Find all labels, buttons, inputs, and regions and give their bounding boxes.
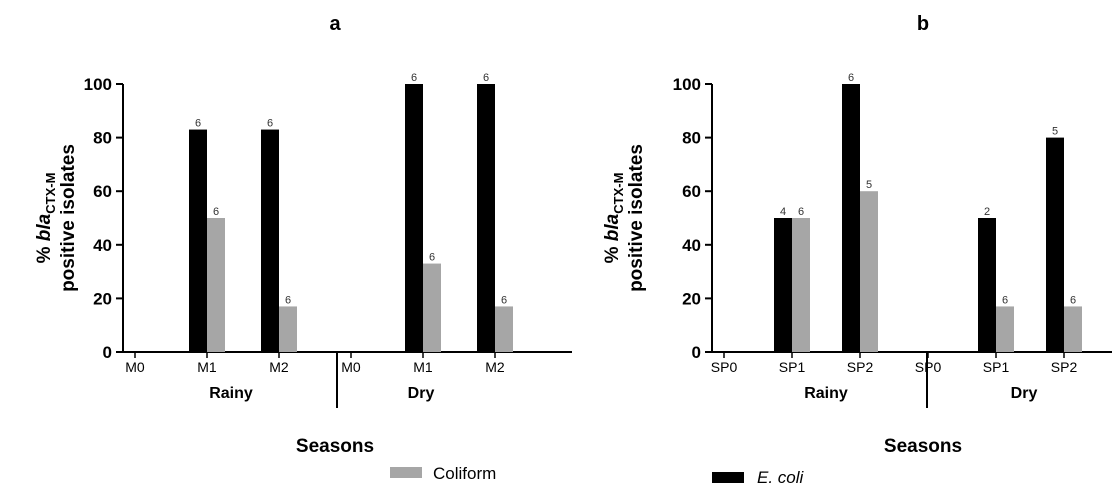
data-label: 6: [848, 72, 854, 84]
data-label: 4: [780, 206, 786, 218]
y-tick-label: 100: [673, 75, 701, 94]
data-label: 6: [1002, 294, 1008, 306]
y-tick-label: 80: [682, 129, 701, 148]
data-label: 6: [798, 206, 804, 218]
bar-coliform: [792, 218, 810, 352]
x-tick-label: SP1: [983, 359, 1010, 375]
y-axis-label-subscript: CTX-M: [611, 173, 626, 214]
bar-ecoli: [978, 218, 996, 352]
bar-ecoli: [477, 84, 495, 352]
data-label: 6: [501, 294, 507, 306]
y-tick-label: 60: [93, 182, 112, 201]
group-label: Dry: [408, 385, 435, 402]
y-axis-label-subscript: CTX-M: [43, 173, 58, 214]
bar-coliform: [279, 306, 297, 352]
x-tick-label: SP2: [847, 359, 874, 375]
chart-panel-b: b % blaCTX-M positive isolates Seasons 0…: [602, 13, 1112, 457]
x-tick-label: M2: [269, 359, 289, 375]
chart-title: b: [917, 13, 929, 35]
legend-swatch-coliform: [390, 467, 422, 478]
bar-ecoli: [1046, 137, 1064, 352]
x-tick-label: M2: [485, 359, 505, 375]
group-label: Dry: [1011, 385, 1038, 402]
y-axis-label-line2: positive isolates: [626, 144, 647, 292]
x-axis-label: Seasons: [296, 436, 374, 457]
y-tick-label: 20: [93, 289, 112, 308]
x-tick-label: SP2: [1051, 359, 1078, 375]
x-axis-label: Seasons: [884, 436, 962, 457]
y-tick-label: 40: [682, 236, 701, 255]
y-axis-label-italic: bla: [34, 213, 55, 241]
y-tick-label: 40: [93, 236, 112, 255]
y-axis-label: % blaCTX-M positive isolates: [602, 144, 647, 292]
data-label: 6: [213, 206, 219, 218]
data-label: 6: [411, 72, 417, 84]
bar-coliform: [996, 306, 1014, 352]
legend-item-coliform: Coliform: [390, 464, 496, 483]
legend-item-ecoli: E. coli: [712, 468, 805, 485]
x-tick-label: M1: [413, 359, 433, 375]
legend-label-coliform: Coliform: [433, 464, 496, 483]
legend: Coliform E. coli: [390, 464, 805, 485]
group-label: Rainy: [804, 385, 848, 402]
bar-ecoli: [189, 129, 207, 352]
svg-text:% blaCTX-M: % blaCTX-M: [602, 173, 626, 264]
data-label: 6: [195, 118, 201, 130]
y-tick-label: 80: [93, 129, 112, 148]
data-label: 6: [267, 118, 273, 130]
group-label: Rainy: [209, 385, 253, 402]
x-tick-label: SP0: [915, 359, 942, 375]
x-tick-label: M0: [125, 359, 145, 375]
y-tick-label: 0: [103, 343, 112, 362]
bar-ecoli: [261, 129, 279, 352]
y-axis-label-prefix: %: [34, 241, 55, 263]
chart-title: a: [329, 13, 341, 35]
bar-coliform: [1064, 306, 1082, 352]
y-tick-label: 60: [682, 182, 701, 201]
chart-panel-a: a % blaCTX-M positive isolates Seasons 0…: [34, 13, 572, 457]
y-axis-label-line2: positive isolates: [58, 144, 79, 292]
data-label: 5: [866, 179, 872, 191]
data-label: 2: [984, 206, 990, 218]
x-tick-label: SP0: [711, 359, 738, 375]
y-tick-label: 20: [682, 289, 701, 308]
data-label: 6: [1070, 294, 1076, 306]
bar-ecoli: [405, 84, 423, 352]
bar-coliform: [860, 191, 878, 352]
data-label: 6: [429, 252, 435, 264]
data-label: 5: [1052, 126, 1058, 138]
y-tick-label: 100: [84, 75, 112, 94]
svg-text:% blaCTX-M: % blaCTX-M: [34, 173, 58, 264]
legend-swatch-ecoli: [712, 472, 744, 483]
x-tick-label: M1: [197, 359, 217, 375]
bar-ecoli: [842, 84, 860, 352]
bar-coliform: [207, 218, 225, 352]
y-axis-label-italic: bla: [602, 213, 623, 241]
bar-ecoli: [774, 218, 792, 352]
y-axis-label: % blaCTX-M positive isolates: [34, 144, 79, 292]
bar-coliform: [423, 263, 441, 352]
data-label: 6: [483, 72, 489, 84]
x-tick-label: M0: [341, 359, 361, 375]
x-tick-label: SP1: [779, 359, 806, 375]
y-tick-label: 0: [692, 343, 701, 362]
data-label: 6: [285, 294, 291, 306]
legend-label-ecoli: E. coli: [757, 468, 805, 485]
bar-coliform: [495, 306, 513, 352]
y-axis-label-prefix: %: [602, 241, 623, 263]
